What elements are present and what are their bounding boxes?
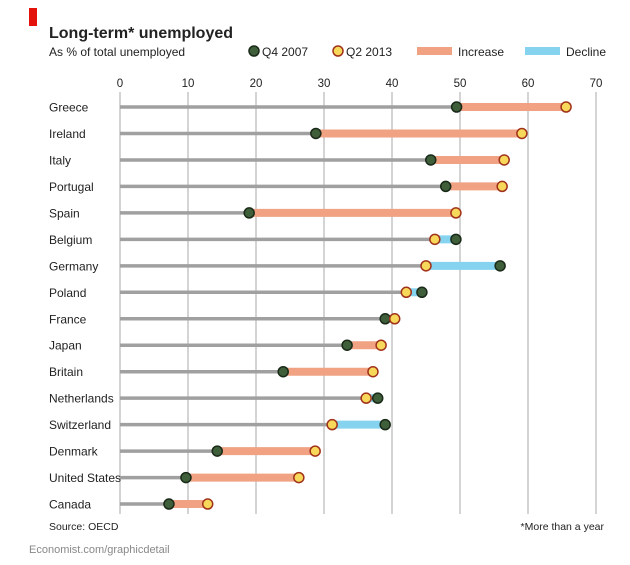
row-japan: Japan <box>49 339 387 353</box>
x-tick-label: 40 <box>386 78 399 90</box>
category-label: Japan <box>49 339 82 353</box>
dot-q2-2013 <box>516 127 528 140</box>
dot-q4-2007 <box>310 127 322 140</box>
row-britain: Britain <box>49 365 379 379</box>
category-label: Spain <box>49 206 80 220</box>
chart-subtitle: As % of total unemployed <box>49 45 185 59</box>
dot-q2-2013 <box>496 180 508 193</box>
dot-q4-2007 <box>379 313 391 325</box>
row-greece: Greece <box>49 101 572 115</box>
category-label: Netherlands <box>49 392 114 406</box>
category-label: Greece <box>49 101 89 115</box>
dot-q2-2013 <box>388 313 401 325</box>
dot-q2-2013 <box>560 101 572 113</box>
x-tick-labels: 0 10 20 30 40 50 60 70 <box>117 78 603 90</box>
legend-label: Q4 2007 <box>262 45 308 59</box>
dot-q2-2013 <box>429 233 441 246</box>
row-canada: Canada <box>49 498 214 512</box>
dot-q2-2013 <box>201 498 214 510</box>
dot-q4-2007 <box>243 207 255 219</box>
dot-q2-2013 <box>326 418 338 431</box>
x-tick-label: 10 <box>182 78 195 90</box>
dot-q4-2007 <box>416 286 428 299</box>
x-tick-label: 0 <box>117 78 123 90</box>
category-label: Canada <box>49 498 91 512</box>
dot-q2-2013 <box>498 154 510 166</box>
footnote: *More than a year <box>521 521 605 533</box>
dot-q2-2013 <box>375 339 387 351</box>
row-netherlands: Netherlands <box>49 392 384 406</box>
legend-label: Increase <box>458 45 504 59</box>
dot-q4-2007 <box>277 365 289 378</box>
row-italy: Italy <box>49 153 510 167</box>
legend-swatch <box>417 47 452 55</box>
row-belgium: Belgium <box>49 233 462 247</box>
category-label: Ireland <box>49 127 86 141</box>
dot-q2-2013 <box>309 445 321 457</box>
row-ireland: Ireland <box>49 127 528 141</box>
dot-q2-2013 <box>420 260 432 272</box>
row-switzerland: Switzerland <box>49 418 391 432</box>
category-label: Portugal <box>49 180 94 194</box>
category-label: Switzerland <box>49 418 111 432</box>
dot-q4-2007 <box>180 471 192 484</box>
dot-q4-2007 <box>425 154 437 166</box>
dot-q2-2013 <box>367 365 379 378</box>
dot-q4-2007 <box>439 180 452 193</box>
brand-red-bar <box>29 8 37 26</box>
dot-q4-2007 <box>450 101 463 113</box>
dot-q4-2007 <box>379 418 391 431</box>
legend-label: Q2 2013 <box>346 45 392 59</box>
category-label: Britain <box>49 365 83 379</box>
category-label: France <box>49 312 87 326</box>
dot-q2-2013 <box>450 207 462 219</box>
row-france: France <box>49 312 401 326</box>
data-rows: Greece Ireland Italy Portugal Spain Belgium Ge… <box>49 101 572 512</box>
dot-q2-2013 <box>400 286 413 299</box>
category-label: United States <box>49 471 121 485</box>
chart-title: Long-term* unemployed <box>49 25 233 42</box>
legend-dot-icon <box>332 45 344 57</box>
dot-q4-2007 <box>163 498 175 510</box>
row-united-states: United States <box>49 471 305 485</box>
credit-link[interactable]: Economist.com/graphicdetail <box>29 544 170 556</box>
dot-q4-2007 <box>341 339 353 351</box>
row-portugal: Portugal <box>49 180 508 194</box>
dot-q2-2013 <box>360 392 372 404</box>
dot-q4-2007 <box>494 260 506 272</box>
x-tick-label: 50 <box>454 78 467 90</box>
category-label: Italy <box>49 153 71 167</box>
x-tick-label: 20 <box>250 78 263 90</box>
dot-q4-2007 <box>450 233 462 246</box>
category-label: Poland <box>49 286 86 300</box>
category-label: Belgium <box>49 233 92 247</box>
category-label: Germany <box>49 259 98 273</box>
legend-swatch <box>525 47 560 55</box>
dot-q2-2013 <box>293 471 305 484</box>
row-denmark: Denmark <box>49 445 321 459</box>
category-label: Denmark <box>49 445 99 459</box>
source-note: Source: OECD <box>49 521 119 533</box>
row-spain: Spain <box>49 206 462 220</box>
dot-q4-2007 <box>211 445 223 457</box>
legend-label: Decline <box>566 45 606 59</box>
x-tick-label: 30 <box>318 78 331 90</box>
dot-q4-2007 <box>371 392 384 404</box>
row-germany: Germany <box>49 259 506 273</box>
legend: Q4 2007 Q2 2013 Increase Decline <box>248 45 606 59</box>
x-tick-label: 60 <box>522 78 535 90</box>
row-poland: Poland <box>49 286 428 300</box>
legend-dot-icon <box>248 45 260 57</box>
x-tick-label: 70 <box>590 78 603 90</box>
